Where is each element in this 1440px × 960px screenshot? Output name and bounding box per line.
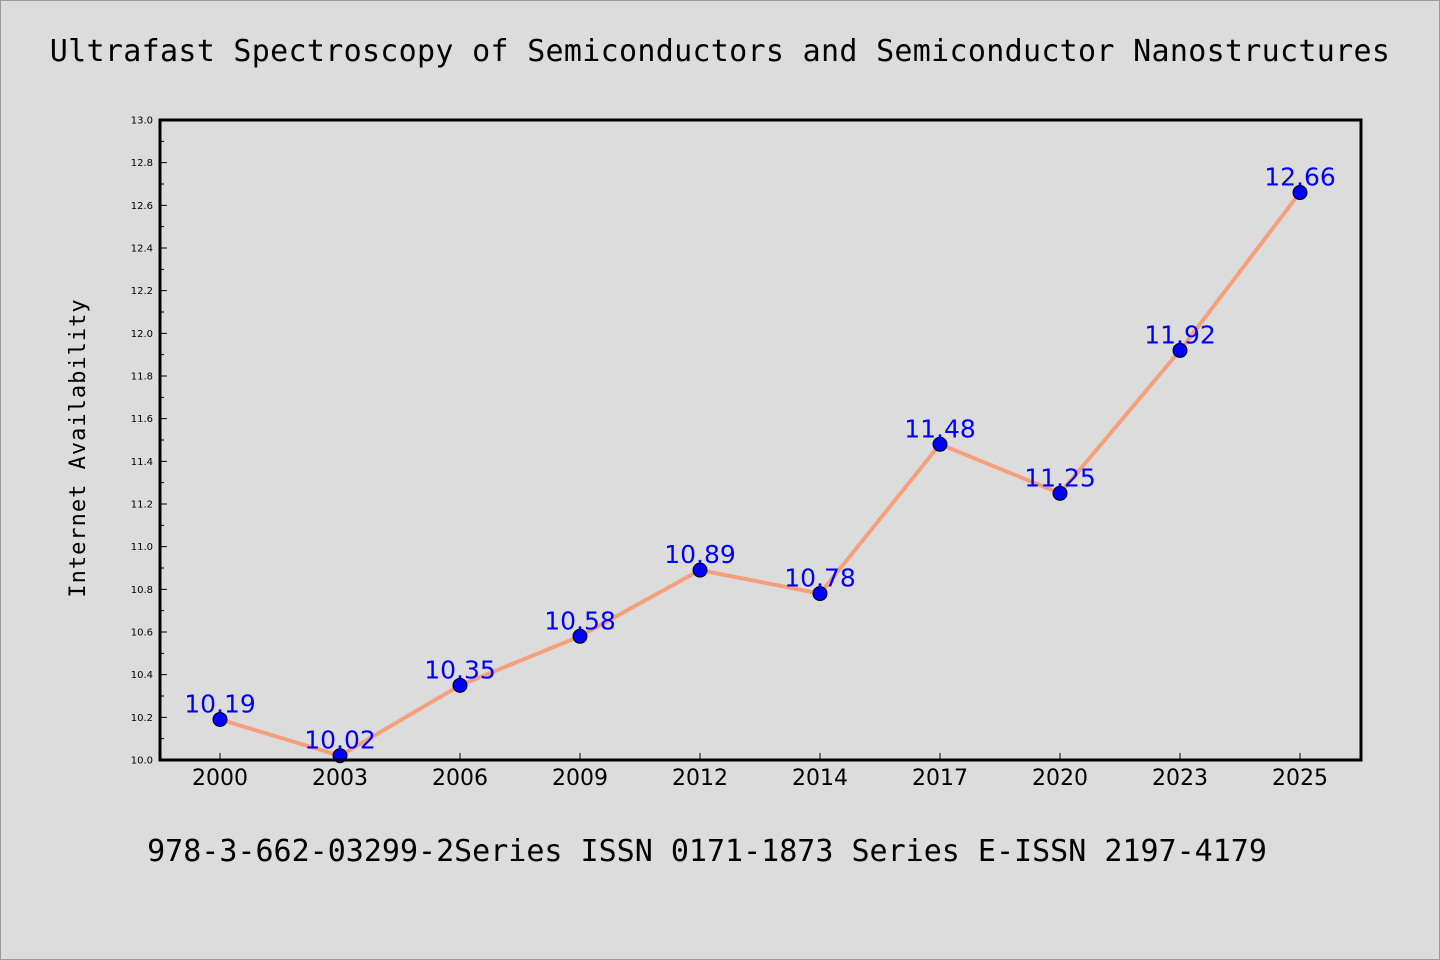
y-tick-label: 11.8 [131, 372, 153, 383]
series-line [219, 191, 1302, 758]
y-axis-label: Internet Availability [66, 298, 91, 597]
x-tick-label: 2012 [672, 766, 728, 791]
data-point-marker [452, 677, 468, 693]
x-tick-label: 2006 [432, 766, 488, 791]
x-tick-label: 2009 [552, 766, 608, 791]
y-tick-label: 12.2 [131, 286, 153, 297]
data-label: 10.02 [304, 726, 376, 755]
data-label: 12.66 [1264, 163, 1336, 192]
data-point-marker [572, 628, 588, 644]
x-tick-label: 2014 [792, 766, 848, 791]
data-point-marker [1292, 185, 1308, 201]
data-label: 10.78 [784, 564, 856, 593]
x-tick-label: 2025 [1272, 766, 1328, 791]
data-label: 10.19 [184, 689, 256, 718]
y-tick-label: 13.0 [131, 116, 153, 127]
data-point-marker [1052, 485, 1068, 501]
data-label: 11.48 [904, 414, 976, 443]
y-axis-ticks: 10.0 10.2 10.4 10.6 10.8 11.0 11.2 11.4 11.6 11.8… [131, 116, 167, 767]
chart-title: Ultrafast Spectroscopy of Semiconductors… [49, 34, 1391, 69]
y-tick-label: 12.6 [131, 201, 153, 212]
data-label: 10.58 [544, 606, 616, 635]
x-tick-label: 2017 [912, 766, 968, 791]
x-tick-label: 2003 [312, 766, 368, 791]
y-tick-label: 10.2 [131, 713, 153, 724]
data-label: 10.35 [424, 655, 496, 684]
y-tick-label: 11.6 [131, 414, 153, 425]
data-point-marker [812, 586, 828, 602]
y-tick-label: 12.8 [131, 158, 153, 169]
data-point-marker [212, 711, 228, 727]
x-tick-label: 2023 [1152, 766, 1208, 791]
data-point-marker [932, 436, 948, 452]
data-label: 11.25 [1024, 463, 1096, 492]
y-tick-label: 11.0 [131, 542, 153, 553]
y-tick-label: 12.4 [131, 244, 153, 255]
y-tick-label: 11.4 [131, 457, 153, 468]
plot-area-border [158, 118, 1363, 762]
data-label: 10.89 [664, 540, 736, 569]
y-tick-label: 12.0 [131, 329, 153, 340]
data-label: 11.92 [1144, 320, 1216, 349]
data-point-marker [692, 562, 708, 578]
x-tick-label: 2020 [1032, 766, 1088, 791]
footer-isbn-issn: 978-3-662-03299-2Series ISSN 0171-1873 S… [147, 834, 1267, 869]
x-tick-label: 2000 [192, 766, 248, 791]
y-tick-label: 10.6 [131, 628, 153, 639]
data-point-marker [1172, 342, 1188, 358]
y-tick-label: 10.8 [131, 585, 153, 596]
y-tick-label: 11.2 [131, 500, 153, 511]
y-tick-label: 10.0 [131, 756, 153, 767]
series-layer: 10.19 10.02 10.35 10.58 10.89 10.78 11.48 11.25… [184, 163, 1336, 764]
y-tick-label: 10.4 [131, 670, 153, 681]
x-axis-ticks: 2000 2003 2006 2009 2012 2014 2017 2020 2023 2025 [192, 753, 1328, 791]
